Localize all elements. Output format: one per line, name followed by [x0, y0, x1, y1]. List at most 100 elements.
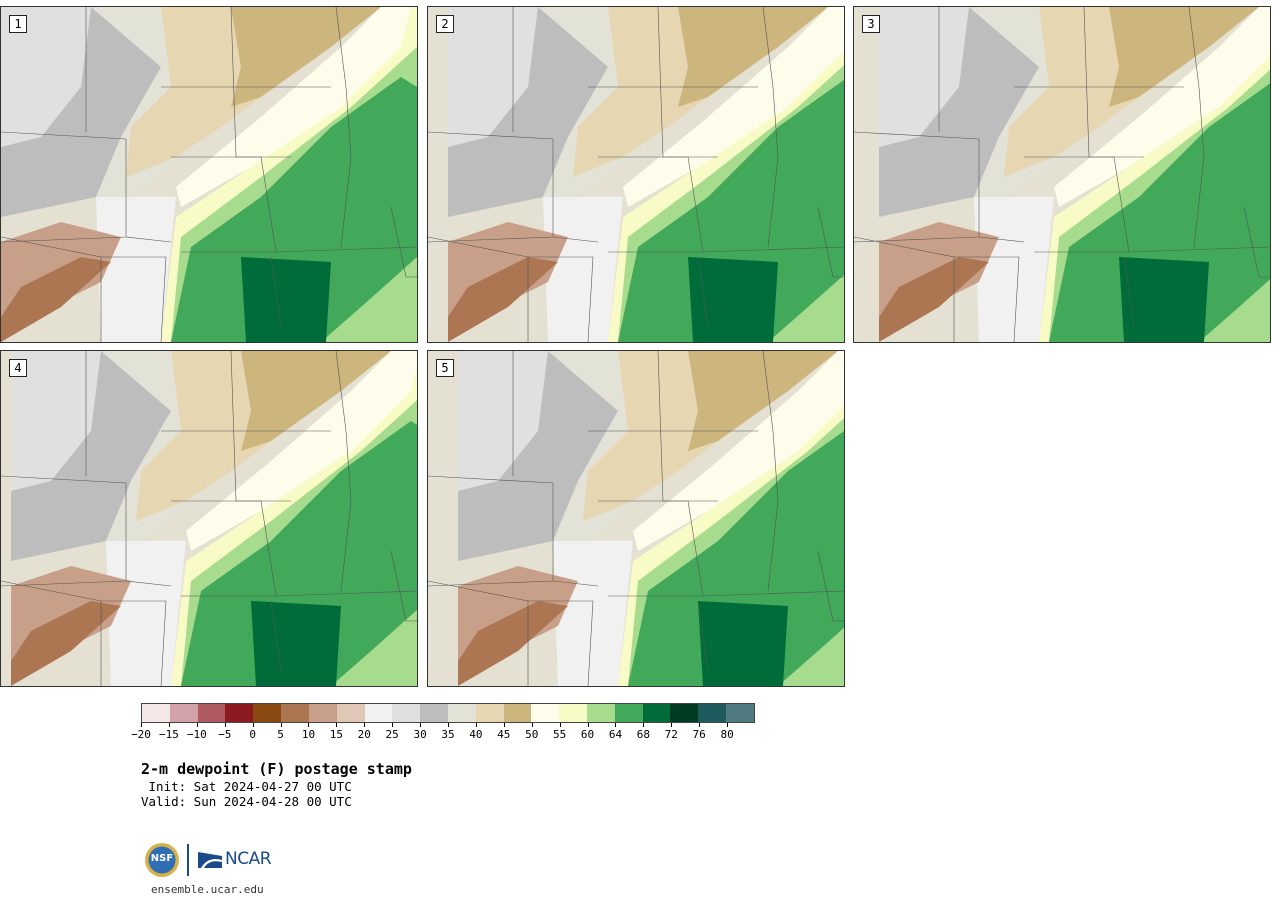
state-boundary: [954, 256, 1020, 342]
dewpoint-region: [974, 197, 1054, 342]
state-boundary: [428, 236, 529, 342]
state-boundary: [1, 236, 102, 342]
colorbar-tick-label: 80: [720, 728, 734, 741]
dewpoint-region: [688, 351, 838, 451]
colorbar-tick: [168, 723, 170, 727]
ncar-logo-text: NCAR: [225, 849, 272, 869]
state-boundary: [390, 550, 417, 622]
state-boundary: [1188, 7, 1205, 248]
dewpoint-map-2: [428, 7, 844, 342]
ncar-mark-icon: [198, 852, 222, 868]
state-boundary: [1024, 156, 1270, 253]
colorbar-segment: [281, 704, 309, 722]
colorbar-tick-label: 35: [441, 728, 455, 741]
colorbar-tick: [420, 723, 422, 727]
colorbar-tick-label: −20: [131, 728, 151, 741]
dewpoint-region: [241, 351, 391, 451]
colorbar-tick: [224, 723, 226, 727]
init-time: Init: Sat 2024-04-27 00 UTC: [141, 779, 352, 794]
panel-label: 3: [862, 15, 880, 33]
figure-title: 2-m dewpoint (F) postage stamp: [141, 760, 412, 778]
state-boundary: [101, 600, 167, 686]
colorbar-segment: [447, 704, 476, 722]
dewpoint-region: [231, 7, 381, 107]
site-url: ensemble.ucar.edu: [151, 883, 264, 896]
state-boundary: [817, 206, 844, 278]
colorbar-tick-label: 68: [636, 728, 650, 741]
state-boundary: [428, 131, 554, 243]
state-boundary: [817, 550, 844, 622]
colorbar-tick-label: 72: [664, 728, 678, 741]
dewpoint-region: [618, 79, 844, 342]
colorbar-segment: [197, 704, 226, 722]
map-panel-4: 4: [0, 350, 418, 687]
colorbar-segment: [392, 704, 421, 722]
colorbar-segment: [587, 704, 615, 722]
colorbar-segment: [503, 704, 532, 722]
state-boundary: [270, 256, 282, 328]
dewpoint-region: [181, 421, 417, 686]
colorbar-tick-label: 76: [692, 728, 706, 741]
dewpoint-map-5: [428, 351, 844, 686]
state-boundary: [428, 475, 554, 587]
colorbar-tick: [196, 723, 198, 727]
state-boundary: [598, 156, 844, 253]
colorbar-tick: [392, 723, 394, 727]
colorbar-segment: [420, 704, 448, 722]
dewpoint-region: [879, 257, 989, 342]
colorbar-tick-label: 15: [329, 728, 343, 741]
state-boundary: [552, 580, 599, 587]
map-panel-3: 3: [853, 6, 1271, 343]
dewpoint-region: [11, 601, 121, 686]
colorbar-tick: [141, 723, 142, 727]
state-boundary: [762, 351, 779, 592]
colorbar-tick-label: 60: [580, 728, 595, 741]
dewpoint-region: [171, 77, 417, 342]
colorbar-tick: [280, 723, 282, 727]
colorbar-tick: [336, 723, 338, 727]
colorbar-segment: [475, 704, 504, 722]
dewpoint-region: [448, 7, 538, 147]
colorbar-tick: [699, 723, 701, 727]
dewpoint-region: [879, 7, 969, 147]
colorbar-segment: [559, 704, 587, 722]
state-boundary: [125, 236, 172, 243]
dewpoint-region: [628, 431, 844, 686]
colorbar-tick-label: 5: [277, 728, 284, 741]
colorbar-segment: [308, 704, 337, 722]
colorbar-tick-label: 40: [469, 728, 483, 741]
colorbar-tick-label: 25: [385, 728, 399, 741]
colorbar-tick: [615, 723, 617, 727]
colorbar-tick: [531, 723, 533, 727]
valid-time: Valid: Sun 2024-04-28 00 UTC: [141, 794, 352, 809]
colorbar-tick-label: 64: [608, 728, 623, 741]
dewpoint-region: [1049, 83, 1270, 342]
colorbar-ticks: −20 −15 −10 −5 0 5 10 15 20 25 30 35 40 45 50 55 60 64 68 7…: [131, 723, 755, 745]
colorbar-tick: [671, 723, 673, 727]
state-boundary: [762, 7, 779, 248]
colorbar-tick: [727, 723, 729, 727]
nsf-logo-icon: [145, 843, 179, 877]
state-boundary: [270, 600, 282, 672]
panel-label: 1: [9, 15, 27, 33]
state-boundary: [1123, 256, 1135, 328]
colorbar-tick-label: −10: [186, 728, 207, 741]
state-boundary: [390, 206, 417, 278]
dewpoint-region: [251, 601, 341, 686]
dewpoint-region: [698, 601, 788, 686]
colorbar-tick-label: 50: [525, 728, 539, 741]
colorbar-tick-label: 20: [357, 728, 371, 741]
state-boundary: [598, 500, 844, 597]
state-boundary: [101, 256, 167, 342]
state-boundary: [1, 131, 127, 243]
state-boundary: [171, 156, 417, 253]
colorbar-tick: [559, 723, 561, 727]
state-boundary: [428, 580, 529, 686]
dewpoint-map-4: [1, 351, 417, 686]
dewpoint-region: [678, 7, 828, 107]
logos: NSF NCAR: [145, 843, 275, 879]
colorbar-tick: [308, 723, 310, 727]
map-panel-2: 2: [427, 6, 845, 343]
colorbar-tick: [448, 723, 449, 727]
map-panel-1: 1: [0, 6, 418, 343]
